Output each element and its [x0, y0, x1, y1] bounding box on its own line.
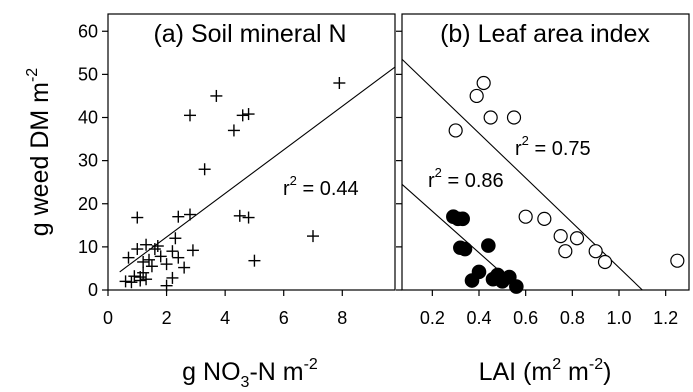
panel-a-y-tick-label: 50 — [78, 64, 98, 84]
panel-b-series-1-point — [457, 241, 473, 257]
panel-b-series-0-point — [558, 244, 573, 259]
panel-a-point — [172, 210, 185, 223]
y-axis-label: g weed DM m-2 — [24, 68, 54, 237]
panel-a-point — [169, 232, 182, 245]
panel-b-x-tick-label: 1.2 — [653, 308, 678, 328]
panel-a-point — [131, 243, 144, 256]
panel-b-series-0-point — [448, 123, 463, 138]
panel-b-series-1-point — [455, 211, 470, 227]
panel-b-series-0-point — [518, 209, 533, 224]
panel-a-point — [248, 254, 261, 267]
panel-a-ticks: 0 10 20 30 40 50 60 0 2 4 6 8 — [78, 21, 347, 328]
panel-a-point — [140, 273, 153, 286]
panel-b-series-0-point — [537, 211, 552, 226]
panel-a-r2-annotation: r2 = 0.44 — [283, 173, 359, 200]
panel-a-x-tick-label: 2 — [162, 308, 172, 328]
panel-b-series-1-point — [481, 238, 496, 253]
panel-b-series-0-point — [469, 88, 484, 104]
panel-a-y-tick-label: 30 — [78, 151, 98, 171]
panel-a-x-tick-label: 4 — [220, 308, 230, 328]
panel-a-point — [154, 250, 167, 263]
panel-a-point — [151, 240, 164, 253]
panel-b-series-0-point — [506, 110, 522, 125]
panel-a-point — [210, 89, 223, 102]
panel-a-point — [198, 163, 211, 176]
panel-a-x-tick-label: 8 — [337, 308, 347, 328]
panel-b-series-0-point — [553, 228, 568, 244]
panel-a-point — [186, 244, 199, 257]
panel-a-point — [178, 261, 191, 274]
panel-a-point — [143, 253, 155, 266]
panel-b-open-r2-annotation: r2 = 0.75 — [515, 133, 591, 160]
panel-b-series-0-point — [597, 254, 613, 270]
panel-a-point — [134, 274, 147, 287]
panel-a-point — [242, 108, 255, 121]
panel-b-series-0-point — [483, 110, 498, 125]
panel-a-point — [125, 276, 138, 289]
panel-b-frame — [401, 13, 690, 291]
panel-b-x-tick-label: 0.6 — [513, 308, 538, 328]
panel-b-series-1-point — [471, 264, 487, 280]
panel-a-point — [236, 109, 249, 122]
panel-a-x-tick-label: 0 — [103, 308, 113, 328]
panel-a-point — [131, 211, 144, 224]
panel-a-y-tick-label: 0 — [88, 280, 98, 300]
panel-a-y-tick-label: 40 — [78, 108, 98, 128]
panel-a-marks — [119, 66, 396, 292]
panel-b-series-0-point — [588, 244, 603, 259]
panel-b-x-tick-label: 1.0 — [606, 308, 631, 328]
panel-a-point — [233, 209, 246, 222]
panel-a-y-tick-label: 20 — [78, 194, 98, 214]
panel-a-point — [145, 260, 158, 273]
panel-a-point — [148, 243, 161, 256]
panel-b-filled-r2-annotation: r2 = 0.86 — [428, 165, 504, 192]
panel-b-series-0-point — [476, 75, 491, 91]
panel-b-ticks: 0.2 0.4 0.6 0.8 1.0 1.2 — [396, 30, 678, 328]
panel-a-point — [122, 251, 135, 264]
panel-b-series-1-point — [509, 279, 524, 294]
panel-a-point — [184, 109, 196, 122]
panel-a-point — [242, 211, 255, 224]
panel-b-marks — [401, 58, 685, 294]
panel-a-point — [140, 238, 153, 251]
panel-a-point — [160, 279, 173, 292]
panel-b-x-tick-label: 0.8 — [560, 308, 585, 328]
panel-a-point — [184, 208, 196, 221]
panel-a-point — [333, 77, 346, 89]
panel-a-point — [137, 255, 150, 268]
panel-a-point — [307, 230, 319, 243]
panel-a-x-tick-label: 6 — [279, 308, 289, 328]
panel-a-point — [227, 124, 240, 137]
panel-a-y-tick-label: 60 — [78, 21, 98, 41]
panel-a-title: (a) Soil mineral N — [153, 20, 346, 48]
panel-a-point — [160, 258, 173, 271]
panel-b-series-0-point — [569, 231, 585, 246]
panel-a-frame — [107, 13, 396, 291]
panel-b-series-0-point — [670, 253, 685, 268]
panel-b-x-axis-label: LAI (m2 m-2) — [479, 356, 612, 386]
panel-a-point — [119, 275, 132, 288]
panel-b-x-tick-label: 0.2 — [420, 308, 445, 328]
panel-b-x-tick-label: 0.4 — [466, 308, 491, 328]
panel-a-point — [166, 245, 179, 258]
panel-b-title: (b) Leaf area index — [440, 20, 650, 48]
panel-a-point — [172, 251, 185, 264]
panel-a-fit-line — [119, 66, 396, 273]
panel-a-x-axis-label: g NO3-N m-2 — [182, 356, 318, 391]
panel-a-point — [166, 271, 179, 284]
panel-a-y-tick-label: 10 — [78, 237, 98, 257]
panel-a-point — [137, 266, 150, 279]
